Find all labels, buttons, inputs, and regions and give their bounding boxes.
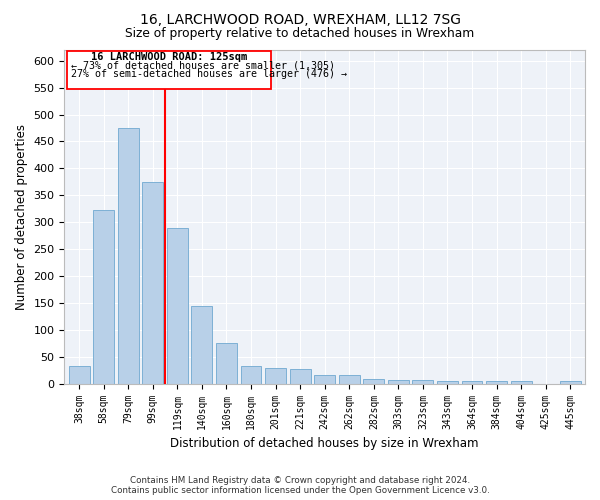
Bar: [412, 380, 433, 384]
Bar: [290, 369, 311, 384]
Y-axis label: Number of detached properties: Number of detached properties: [15, 124, 28, 310]
Bar: [69, 366, 89, 384]
Bar: [142, 182, 163, 384]
FancyBboxPatch shape: [67, 51, 271, 89]
Bar: [560, 381, 581, 384]
Text: Size of property relative to detached houses in Wrexham: Size of property relative to detached ho…: [125, 28, 475, 40]
Bar: [388, 380, 409, 384]
Text: 16, LARCHWOOD ROAD, WREXHAM, LL12 7SG: 16, LARCHWOOD ROAD, WREXHAM, LL12 7SG: [139, 12, 461, 26]
Bar: [93, 210, 114, 384]
Bar: [314, 375, 335, 384]
Text: 16 LARCHWOOD ROAD: 125sqm: 16 LARCHWOOD ROAD: 125sqm: [91, 52, 247, 62]
Text: Contains HM Land Registry data © Crown copyright and database right 2024.
Contai: Contains HM Land Registry data © Crown c…: [110, 476, 490, 495]
Bar: [364, 379, 384, 384]
Bar: [486, 381, 507, 384]
Bar: [191, 306, 212, 384]
Bar: [461, 381, 482, 384]
Text: 27% of semi-detached houses are larger (476) →: 27% of semi-detached houses are larger (…: [71, 69, 347, 79]
Bar: [216, 343, 237, 384]
Bar: [437, 381, 458, 384]
Bar: [511, 381, 532, 384]
Bar: [118, 128, 139, 384]
Text: ← 73% of detached houses are smaller (1,305): ← 73% of detached houses are smaller (1,…: [71, 60, 335, 70]
X-axis label: Distribution of detached houses by size in Wrexham: Distribution of detached houses by size …: [170, 437, 479, 450]
Bar: [241, 366, 262, 384]
Bar: [265, 368, 286, 384]
Bar: [167, 228, 188, 384]
Bar: [339, 375, 359, 384]
